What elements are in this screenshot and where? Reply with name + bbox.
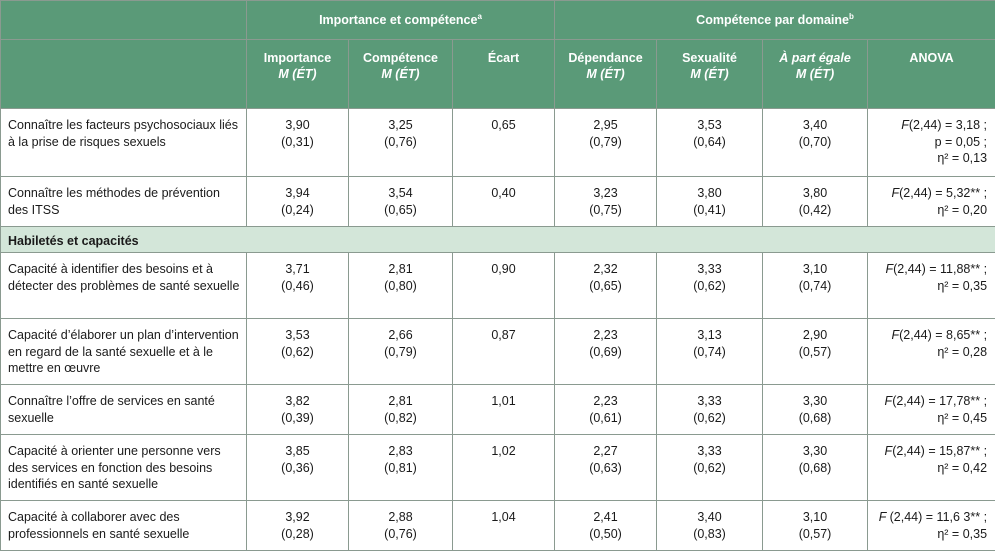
sexualite-cell: 3,33(0,62) <box>657 253 763 319</box>
ecart-cell: 0,40 <box>453 177 555 227</box>
dependance-cell: 2,41(0,50) <box>555 501 657 551</box>
col-header-ecart: Écart <box>453 40 555 109</box>
competence-cell: 3,54(0,65) <box>349 177 453 227</box>
anova-cell: F (2,44) = 11,6 3** ;η² = 0,35 <box>868 501 995 551</box>
sexualite-cell: 3,53(0,64) <box>657 109 763 177</box>
a-part-egale-cell: 3,80(0,42) <box>763 177 868 227</box>
a-part-egale-cell: 3,10(0,57) <box>763 501 868 551</box>
importance-cell: 3,53(0,62) <box>247 319 349 385</box>
anova-cell: F(2,44) = 8,65** ;η² = 0,28 <box>868 319 995 385</box>
header-group-importance: Importance et compétencea <box>247 1 555 40</box>
dependance-cell: 2,23(0,61) <box>555 385 657 435</box>
anova-cell: F(2,44) = 15,87** ;η² = 0,42 <box>868 435 995 501</box>
table-row: Capacité à identifier des besoins et à d… <box>1 253 995 319</box>
anova-cell: F(2,44) = 17,78** ;η² = 0,45 <box>868 385 995 435</box>
row-label: Capacité à orienter une personne vers de… <box>1 435 247 501</box>
sexualite-cell: 3,40(0,83) <box>657 501 763 551</box>
table-row: Connaître les méthodes de prévention des… <box>1 177 995 227</box>
competence-cell: 2,81(0,82) <box>349 385 453 435</box>
dependance-cell: 2,95(0,79) <box>555 109 657 177</box>
table-row: Connaître l’offre de services en santé s… <box>1 385 995 435</box>
sexualite-cell: 3,80(0,41) <box>657 177 763 227</box>
header-blank-cell <box>1 1 247 40</box>
dependance-cell: 2,27(0,63) <box>555 435 657 501</box>
dependance-cell: 3,23(0,75) <box>555 177 657 227</box>
ecart-cell: 1,01 <box>453 385 555 435</box>
anova-cell: F(2,44) = 11,88** ;η² = 0,35 <box>868 253 995 319</box>
importance-cell: 3,90(0,31) <box>247 109 349 177</box>
ecart-cell: 0,65 <box>453 109 555 177</box>
dependance-cell: 2,32(0,65) <box>555 253 657 319</box>
a-part-egale-cell: 2,90(0,57) <box>763 319 868 385</box>
importance-cell: 3,94(0,24) <box>247 177 349 227</box>
competence-cell: 3,25(0,76) <box>349 109 453 177</box>
importance-cell: 3,85(0,36) <box>247 435 349 501</box>
competence-cell: 2,88(0,76) <box>349 501 453 551</box>
table-row: Connaître les facteurs psychosociaux lié… <box>1 109 995 177</box>
ecart-cell: 1,04 <box>453 501 555 551</box>
ecart-cell: 0,87 <box>453 319 555 385</box>
col-header-anova: ANOVA <box>868 40 995 109</box>
row-label: Capacité à collaborer avec des professio… <box>1 501 247 551</box>
competence-cell: 2,66(0,79) <box>349 319 453 385</box>
table-row: Capacité d’élaborer un plan d’interventi… <box>1 319 995 385</box>
section-title: Habiletés et capacités <box>1 227 995 253</box>
table-row: Capacité à orienter une personne vers de… <box>1 435 995 501</box>
table-row: Capacité à collaborer avec des professio… <box>1 501 995 551</box>
header-row-groups: Importance et compétencea Compétence par… <box>1 1 995 40</box>
anova-cell: F(2,44) = 3,18 ;p = 0,05 ;η² = 0,13 <box>868 109 995 177</box>
dependance-cell: 2,23(0,69) <box>555 319 657 385</box>
row-label: Connaître les méthodes de prévention des… <box>1 177 247 227</box>
row-label: Connaître les facteurs psychosociaux lié… <box>1 109 247 177</box>
row-label: Capacité d’élaborer un plan d’interventi… <box>1 319 247 385</box>
importance-cell: 3,82(0,39) <box>247 385 349 435</box>
importance-cell: 3,92(0,28) <box>247 501 349 551</box>
competence-cell: 2,83(0,81) <box>349 435 453 501</box>
a-part-egale-cell: 3,30(0,68) <box>763 385 868 435</box>
importance-cell: 3,71(0,46) <box>247 253 349 319</box>
row-label: Capacité à identifier des besoins et à d… <box>1 253 247 319</box>
ecart-cell: 1,02 <box>453 435 555 501</box>
competence-cell: 2,81(0,80) <box>349 253 453 319</box>
anova-cell: F(2,44) = 5,32** ;η² = 0,20 <box>868 177 995 227</box>
ecart-cell: 0,90 <box>453 253 555 319</box>
header-blank-cell <box>1 40 247 109</box>
a-part-egale-cell: 3,30(0,68) <box>763 435 868 501</box>
row-label: Connaître l’offre de services en santé s… <box>1 385 247 435</box>
header-group-domain: Compétence par domaineb <box>555 1 995 40</box>
a-part-egale-cell: 3,40(0,70) <box>763 109 868 177</box>
sexualite-cell: 3,33(0,62) <box>657 435 763 501</box>
sexualite-cell: 3,33(0,62) <box>657 385 763 435</box>
section-header-row: Habiletés et capacités <box>1 227 995 253</box>
sexualite-cell: 3,13(0,74) <box>657 319 763 385</box>
a-part-egale-cell: 3,10(0,74) <box>763 253 868 319</box>
